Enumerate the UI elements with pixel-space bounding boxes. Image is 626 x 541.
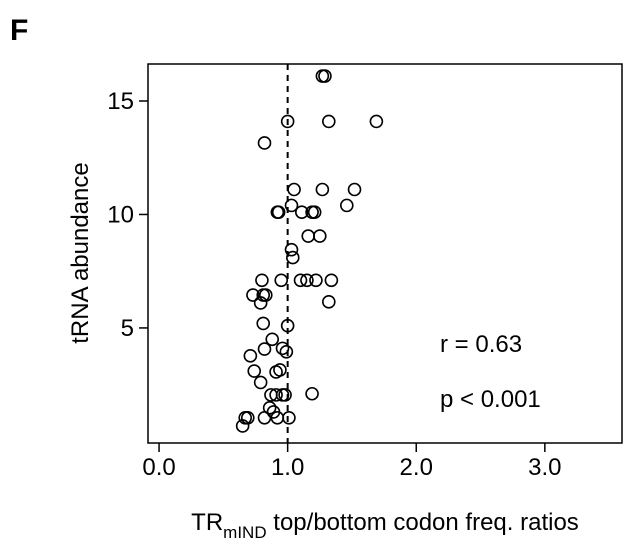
point <box>318 69 332 83</box>
point <box>275 341 290 356</box>
point <box>243 349 258 363</box>
point <box>294 205 309 219</box>
x-tick-label: 2.0 <box>400 454 433 481</box>
x-axis-label: TRmIND top/bottom codon freq. ratios <box>191 509 579 541</box>
plot-frame <box>147 63 623 444</box>
y-axis-label: tRNA abundance <box>67 162 94 343</box>
x-tick-label: 1.0 <box>271 454 304 481</box>
x-label-sub: mIND <box>223 523 266 541</box>
point <box>340 198 354 213</box>
point <box>287 182 301 197</box>
annotation: p < 0.001 <box>440 386 541 413</box>
point <box>256 316 271 331</box>
point <box>257 411 272 425</box>
x-tick-label: 0.0 <box>142 454 175 481</box>
point <box>253 296 268 310</box>
panel-label: F <box>10 14 28 47</box>
annotation: r = 0.63 <box>440 331 522 358</box>
x-label-rest: top/bottom codon freq. ratios <box>267 509 579 536</box>
point <box>278 388 292 402</box>
point <box>280 318 295 333</box>
y-tick-label: 5 <box>121 315 134 342</box>
point <box>271 205 286 219</box>
point <box>347 182 362 197</box>
point <box>284 198 299 213</box>
point <box>307 205 322 219</box>
point <box>274 273 289 288</box>
point <box>257 342 272 356</box>
point <box>269 388 283 402</box>
point <box>369 114 384 129</box>
point <box>305 386 319 401</box>
point <box>293 273 308 288</box>
point <box>313 229 327 243</box>
point <box>300 273 314 288</box>
point <box>282 411 296 425</box>
point <box>280 114 295 129</box>
point <box>322 295 336 309</box>
point <box>257 136 272 150</box>
point <box>324 273 339 288</box>
point <box>246 288 260 302</box>
point <box>247 364 262 378</box>
point <box>235 419 250 433</box>
point <box>253 375 268 390</box>
point <box>284 242 299 257</box>
point <box>301 229 316 243</box>
x-tick-label: 3.0 <box>528 454 561 481</box>
point <box>285 250 300 265</box>
y-tick-label: 10 <box>107 201 134 228</box>
x-label-main: TR <box>191 509 223 536</box>
point <box>315 182 330 197</box>
point <box>265 332 280 347</box>
point <box>322 114 336 129</box>
point <box>279 344 294 359</box>
point <box>273 363 287 377</box>
point <box>238 411 253 425</box>
y-tick-label: 15 <box>107 88 134 115</box>
point <box>309 273 323 288</box>
point <box>255 273 269 288</box>
